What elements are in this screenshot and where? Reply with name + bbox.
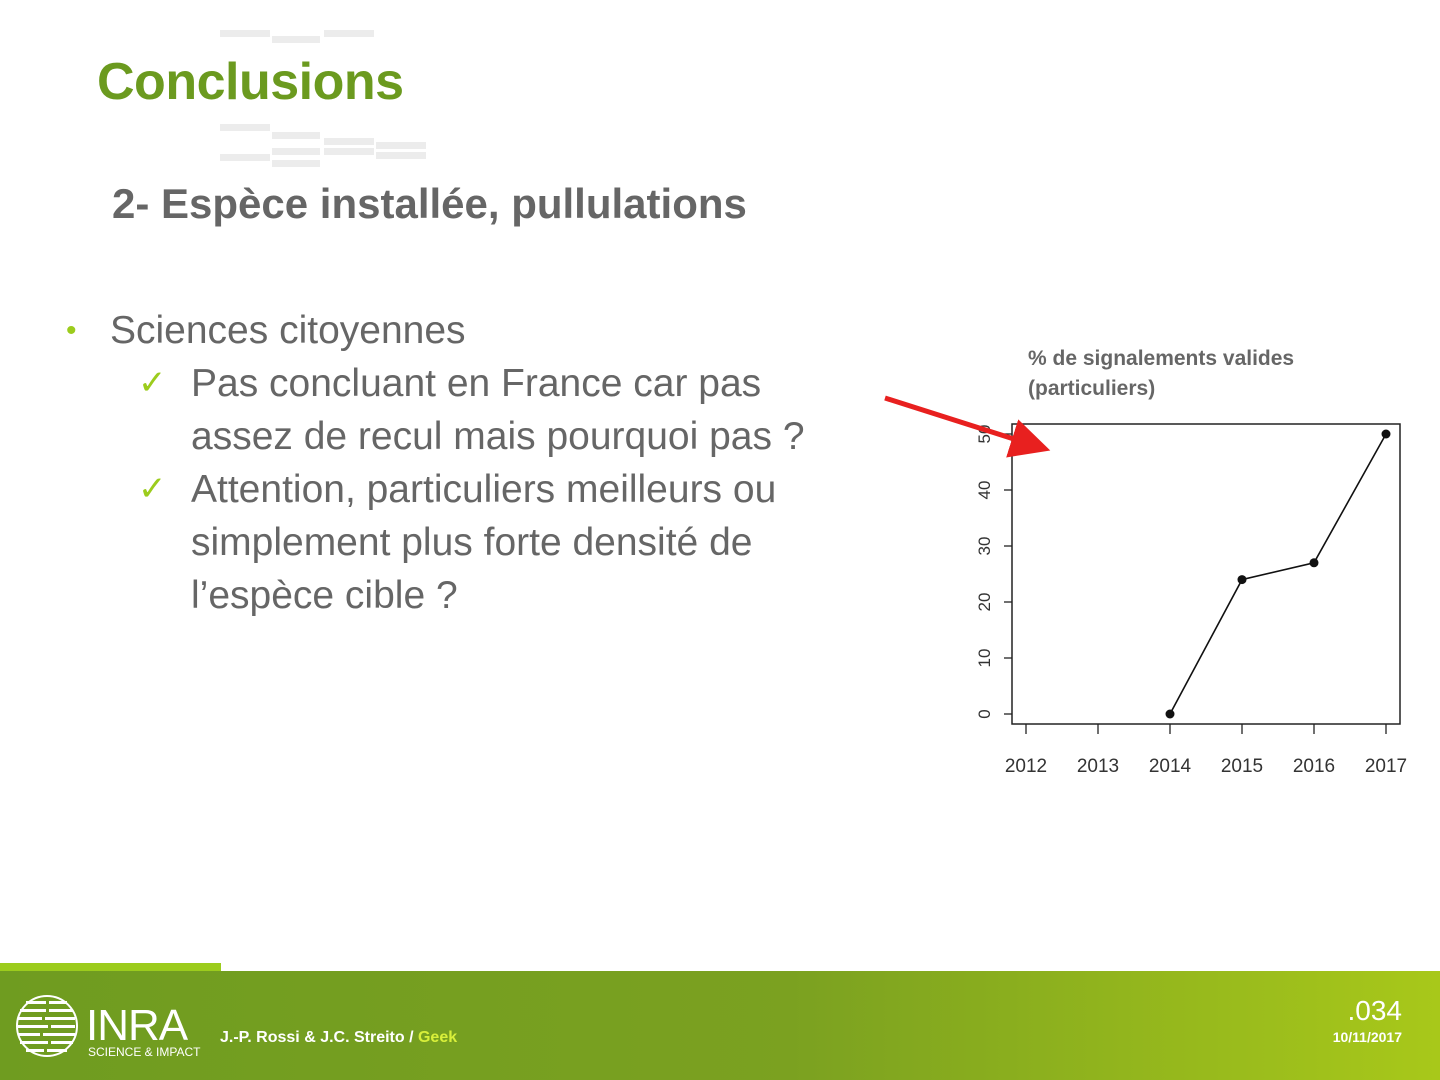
data-point <box>1237 575 1247 585</box>
footer-tab <box>0 963 221 971</box>
check-line: l’espèce cible ? <box>191 574 458 617</box>
decorative-lines <box>220 24 440 234</box>
slide-date: 10/11/2017 <box>1332 1029 1402 1045</box>
credits-highlight: Geek <box>417 1029 458 1046</box>
bullet-dot-icon: • <box>66 314 77 347</box>
inra-logo: INRA SCIENCE & IMPACT <box>14 993 204 1063</box>
x-tick-label: 2015 <box>1221 756 1263 777</box>
check-line: simplement plus forte densité de <box>191 521 753 564</box>
slide-title: Conclusions <box>97 53 404 111</box>
page-number: .034 <box>1347 995 1403 1026</box>
logo-text: INRA <box>86 1001 188 1050</box>
y-tick-label: 40 <box>975 481 994 500</box>
slide-subtitle: 2- Espèce installée, pullulations <box>112 180 747 227</box>
chart-title: % de signalements valides (particuliers) <box>1028 344 1294 404</box>
check-item: ✓ Attention, particuliers meilleurs ou s… <box>62 463 922 622</box>
check-item: ✓ Pas concluant en France car pas assez … <box>62 357 922 463</box>
x-tick-label: 2013 <box>1077 756 1119 777</box>
x-tick-label: 2017 <box>1365 756 1407 777</box>
check-line: assez de recul mais pourquoi pas ? <box>191 415 805 458</box>
globe-icon <box>16 995 78 1057</box>
line-chart: 0 10 20 30 40 50 2012 2013 2014 2015 2016 2017 <box>975 423 1407 777</box>
logo-tagline: SCIENCE & IMPACT <box>88 1045 201 1059</box>
y-tick-label: 10 <box>975 649 994 668</box>
credits: J.-P. Rossi & J.C. Streito / Geek <box>220 1029 457 1047</box>
x-tick-label: 2014 <box>1149 756 1192 777</box>
plot-frame <box>1011 423 1401 725</box>
data-point <box>1165 709 1175 719</box>
x-tick-label: 2012 <box>1005 756 1047 777</box>
y-tick-label: 50 <box>975 425 994 444</box>
series-line <box>1169 433 1387 715</box>
y-tick-label: 20 <box>975 593 994 612</box>
credits-authors: J.-P. Rossi & J.C. Streito / <box>220 1029 418 1046</box>
checkmark-icon: ✓ <box>138 470 167 508</box>
data-point <box>1381 429 1391 439</box>
x-tick-label: 2016 <box>1293 756 1335 777</box>
footer-bar: INRA SCIENCE & IMPACT J.-P. Rossi & J.C.… <box>0 971 1440 1080</box>
bullet-text: Sciences citoyennes <box>110 309 466 352</box>
bullet-list: • Sciences citoyennes ✓ Pas concluant en… <box>62 304 922 622</box>
chart-title-line: (particuliers) <box>1028 377 1156 400</box>
y-tick-label: 30 <box>975 537 994 556</box>
check-line: Pas concluant en France car pas <box>191 362 762 405</box>
data-point <box>1309 558 1319 568</box>
checkmark-icon: ✓ <box>138 364 167 402</box>
check-line: Attention, particuliers meilleurs ou <box>191 468 777 511</box>
bullet-item: • Sciences citoyennes <box>62 304 922 357</box>
chart-title-line: % de signalements valides <box>1028 347 1295 370</box>
y-tick-label: 0 <box>975 709 994 718</box>
